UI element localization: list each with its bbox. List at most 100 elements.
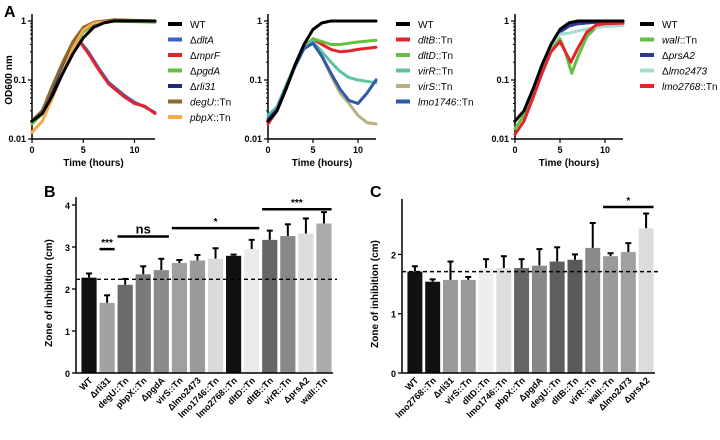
series-line-WT — [266, 19, 378, 123]
bar-WT — [407, 271, 423, 373]
legend-label: WT — [190, 20, 206, 31]
legend-label: virS::Tn — [418, 82, 452, 93]
series-line-lmo2768Tn — [513, 21, 625, 136]
x-axis-label: Time (hours) — [539, 158, 599, 169]
legend-label: degU::Tn — [190, 98, 231, 109]
bar-rli31 — [442, 279, 458, 373]
bar-prsA2 — [638, 228, 654, 373]
y-tick-label: 2 — [65, 285, 70, 295]
bar-lmo2768Tn — [425, 281, 441, 373]
x-tick-label: 5 — [557, 145, 562, 155]
x-tick-label: 5 — [81, 145, 86, 155]
legend-label: lmo2768::Tn — [662, 82, 718, 93]
bar-lmo2473 — [189, 260, 206, 373]
bar-virRTn — [280, 236, 296, 373]
y-tick-label: 1 — [504, 16, 509, 26]
y-tick-label: 0.01 — [244, 134, 262, 144]
bar-pbpXTn — [514, 268, 530, 373]
series-line-pgdA — [30, 19, 157, 126]
series-line-lmo2473 — [513, 23, 625, 123]
legend-label: dltB::Tn — [418, 36, 452, 47]
bar-walITn — [603, 256, 619, 373]
series-line-virRTn — [266, 40, 378, 117]
y-tick-label: 0 — [65, 369, 70, 379]
panel-label-a: A — [4, 4, 16, 21]
bar-lmo2473 — [620, 252, 636, 373]
bar-chart-b: Zone of inhibition (cm)01234WTΔrli31degU… — [44, 197, 337, 420]
y-axis-label: Zone of inhibition (cm) — [370, 240, 381, 348]
series-line-WT — [513, 19, 625, 123]
series-line-WT — [30, 19, 157, 123]
x-tick-label: 10 — [129, 145, 139, 155]
y-tick-label: 0.1 — [249, 75, 262, 85]
bar-chart-c: Zone of inhibition (cm)012WTlmo2768::TnΔ… — [370, 196, 659, 420]
y-tick-label: 1 — [65, 327, 70, 337]
y-tick-label: 2 — [391, 250, 396, 260]
x-axis-label: Time (hours) — [292, 158, 352, 169]
y-tick-label: 1 — [391, 310, 396, 320]
bar-lmo1746Tn — [496, 268, 512, 373]
x-tick-label: 10 — [353, 145, 363, 155]
bar-lmo1746Tn — [207, 258, 224, 373]
series-line-pbpXTn — [30, 19, 157, 134]
legend-label: walI::Tn — [662, 36, 697, 47]
y-tick-label: 4 — [65, 201, 70, 211]
x-tick-label: 0 — [265, 145, 270, 155]
legend-label: ΔdltA — [190, 36, 214, 47]
significance-label: ns — [136, 222, 151, 237]
legend-label: lmo1746::Tn — [418, 98, 474, 109]
y-tick-label: 0.1 — [496, 75, 509, 85]
bar-WT — [81, 277, 97, 373]
significance-label: * — [214, 217, 218, 228]
bar-dltDTn — [244, 249, 260, 373]
series-line-walITn — [513, 21, 625, 131]
y-axis-label: OD600 nm — [4, 55, 15, 105]
legend-label: ΔpgdA — [190, 67, 220, 78]
panel-label-b: B — [44, 184, 56, 201]
legend-label: dltD::Tn — [418, 51, 453, 62]
bar-dltBTn — [262, 239, 278, 373]
legend-label: pbpX::Tn — [189, 113, 231, 124]
legend-label: virR::Tn — [418, 67, 453, 78]
x-tick-label: 0 — [29, 145, 34, 155]
bar-pgdA — [531, 265, 547, 373]
legend-label: ΔprsA2 — [662, 51, 695, 62]
panel-label-c: C — [370, 184, 382, 201]
significance-label: *** — [291, 198, 303, 209]
x-tick-label: 0 — [512, 145, 517, 155]
bar-degUTn — [549, 261, 565, 373]
y-tick-label: 0.1 — [13, 75, 26, 85]
y-tick-label: 1 — [257, 16, 262, 26]
y-tick-label: 3 — [65, 243, 70, 253]
y-axis-label: Zone of inhibition (cm) — [44, 239, 55, 347]
x-axis-label: Time (hours) — [63, 158, 123, 169]
legend-label: ΔmprF — [190, 51, 221, 62]
bar-dltBTn — [567, 259, 583, 373]
bar-rli31 — [99, 302, 115, 373]
bar-walITn — [316, 223, 332, 373]
legend-label: Δlmo2473 — [662, 67, 707, 78]
y-tick-label: 0 — [391, 369, 396, 379]
x-tick-label: 10 — [600, 145, 610, 155]
y-tick-label: 0.01 — [491, 134, 509, 144]
bar-dltDTn — [478, 268, 494, 373]
significance-label: * — [626, 196, 630, 207]
series-line-mprF — [30, 40, 157, 123]
y-tick-label: 1 — [21, 16, 26, 26]
series-line-dltA — [30, 40, 157, 123]
bar-pgdA — [153, 270, 169, 373]
x-tick-label: 5 — [310, 145, 315, 155]
bar-virRTn — [585, 247, 601, 373]
bar-virSTn — [460, 279, 476, 373]
bar-virSTn — [171, 262, 187, 373]
significance-label: *** — [101, 238, 113, 249]
bar-lmo2768Tn — [226, 255, 242, 373]
bar-pbpXTn — [135, 274, 151, 373]
bar-degUTn — [117, 284, 133, 373]
legend-label: Δrli31 — [190, 82, 216, 93]
